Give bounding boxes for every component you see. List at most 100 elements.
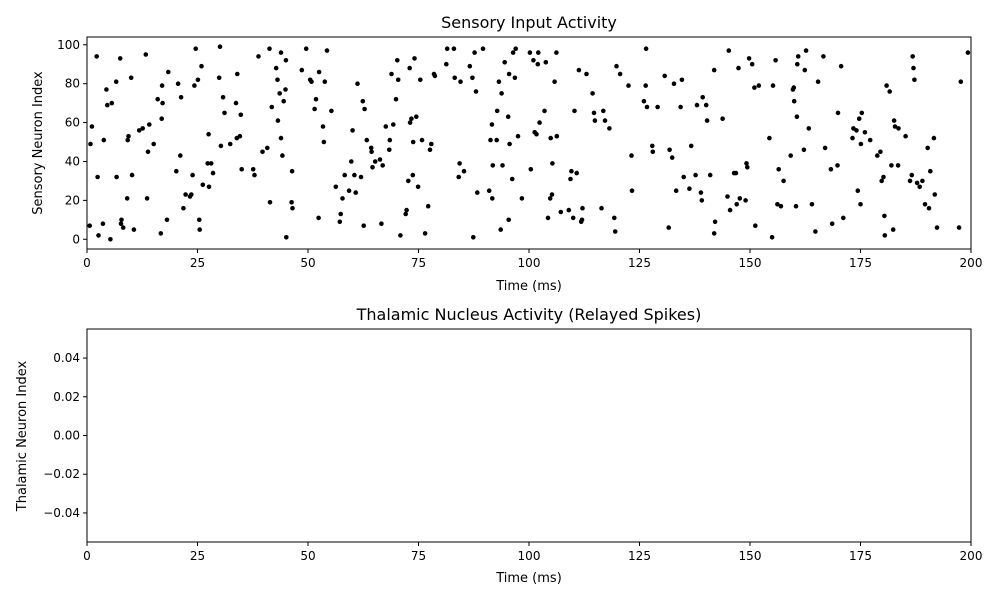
sensory-spike-point xyxy=(700,95,705,100)
sensory-spike-point xyxy=(515,133,521,139)
sensory-spike-point xyxy=(124,196,130,201)
sensory-x-tick-label: 175 xyxy=(849,256,872,270)
sensory-spike-point xyxy=(87,223,92,228)
sensory-spike-point xyxy=(506,217,512,223)
sensory-spike-point xyxy=(312,106,317,112)
thalamic-y-tick-label: 0.02 xyxy=(53,390,80,404)
sensory-spike-point xyxy=(480,46,486,51)
sensory-spike-point xyxy=(694,102,700,108)
sensory-spike-point xyxy=(545,215,551,221)
thalamic-x-tick-label: 75 xyxy=(411,549,426,563)
sensory-spike-point xyxy=(457,161,462,166)
sensory-spike-point xyxy=(349,159,354,164)
sensory-spike-point xyxy=(928,168,933,174)
sensory-spike-point xyxy=(666,225,671,230)
sensory-spike-point xyxy=(189,192,194,197)
sensory-spike-point xyxy=(222,110,227,116)
sensory-spike-point xyxy=(395,77,401,83)
sensory-spike-point xyxy=(794,114,800,119)
sensory-y-tick-label: 100 xyxy=(57,38,80,52)
sensory-spike-point xyxy=(650,149,656,155)
sensory-spike-point xyxy=(100,221,106,226)
sensory-spike-point xyxy=(289,168,295,174)
sensory-spike-point xyxy=(283,58,289,63)
sensory-spike-point xyxy=(519,196,525,201)
sensory-spike-point xyxy=(548,135,553,141)
sensory-spike-point xyxy=(617,71,623,77)
sensory-spike-point xyxy=(912,77,917,83)
sensory-spike-point xyxy=(398,233,403,238)
sensory-spike-point xyxy=(806,126,812,131)
sensory-spike-point xyxy=(237,133,243,139)
sensory-spike-point xyxy=(197,227,202,232)
sensory-spike-point xyxy=(707,172,713,178)
sensory-spike-point xyxy=(472,50,477,55)
sensory-spike-point xyxy=(451,46,457,51)
thalamic-x-tick-label: 50 xyxy=(300,549,315,563)
sensory-spike-point xyxy=(743,198,748,203)
sensory-spike-point xyxy=(641,98,647,104)
sensory-spike-point xyxy=(720,116,725,121)
sensory-spike-point xyxy=(140,126,145,131)
sensory-spike-point xyxy=(89,124,95,129)
sensory-spike-point xyxy=(602,118,608,123)
sensory-y-tick-label: 0 xyxy=(72,232,80,246)
sensory-spike-point xyxy=(205,161,210,166)
sensory-spike-point xyxy=(965,50,971,55)
sensory-spike-point xyxy=(776,167,781,172)
sensory-spike-point xyxy=(96,233,101,238)
sensory-x-tick-label: 0 xyxy=(83,256,91,270)
sensory-spike-point xyxy=(887,89,892,94)
sensory-spike-point xyxy=(591,110,597,116)
sensory-spike-point xyxy=(795,54,801,59)
sensory-spike-point xyxy=(355,81,360,86)
sensory-spike-point xyxy=(550,161,555,166)
sensory-spike-point xyxy=(821,54,826,59)
sensory-spike-point xyxy=(907,178,913,184)
sensory-x-tick-label: 200 xyxy=(960,256,983,270)
sensory-spike-point xyxy=(210,170,216,176)
sensory-spike-point xyxy=(542,108,547,114)
sensory-spike-point xyxy=(932,192,938,197)
sensory-spike-point xyxy=(239,167,244,172)
sensory-spike-point xyxy=(802,67,808,73)
thalamic-plot-title: Thalamic Nucleus Activity (Relayed Spike… xyxy=(356,305,702,324)
sensory-spike-point xyxy=(590,91,595,96)
thalamic-y-axis-label: Thalamic Neuron Index xyxy=(15,360,30,512)
sensory-spike-point xyxy=(536,50,541,55)
sensory-spike-point xyxy=(566,207,572,213)
sensory-spike-point xyxy=(273,65,279,71)
sensory-spike-point xyxy=(379,221,384,226)
sensory-spike-point xyxy=(284,235,289,240)
sensory-spike-point xyxy=(128,75,134,81)
sensory-spike-point xyxy=(105,102,110,108)
sensory-spike-point xyxy=(337,219,343,225)
sensory-spike-point xyxy=(858,141,864,147)
sensory-spike-point xyxy=(629,153,634,158)
sensory-spike-point xyxy=(278,135,284,141)
sensory-spike-point xyxy=(299,67,305,73)
sensory-spike-point xyxy=(527,50,533,55)
sensory-spike-point xyxy=(612,215,617,221)
sensory-spike-point xyxy=(117,56,123,61)
sensory-spike-point xyxy=(828,167,834,172)
sensory-spike-point xyxy=(681,174,686,180)
sensory-spike-point xyxy=(693,172,698,178)
sensory-spike-point xyxy=(733,170,739,176)
sensory-spike-point xyxy=(313,96,319,102)
sensory-spike-point xyxy=(671,81,677,86)
thalamic-x-tick-label: 0 xyxy=(83,549,91,563)
sensory-spike-point xyxy=(227,141,233,147)
sensory-spike-point xyxy=(160,100,165,106)
sensory-spike-point xyxy=(406,178,411,184)
sensory-spike-point xyxy=(892,124,898,129)
sensory-spike-point xyxy=(216,75,222,81)
sensory-spike-point xyxy=(320,124,326,129)
sensory-spike-point xyxy=(496,79,502,84)
sensory-spike-point xyxy=(599,205,604,211)
sensory-spike-point xyxy=(911,65,916,71)
sensory-spike-point xyxy=(467,63,473,69)
sensory-spike-point xyxy=(444,61,449,67)
sensory-spike-point xyxy=(470,75,475,81)
